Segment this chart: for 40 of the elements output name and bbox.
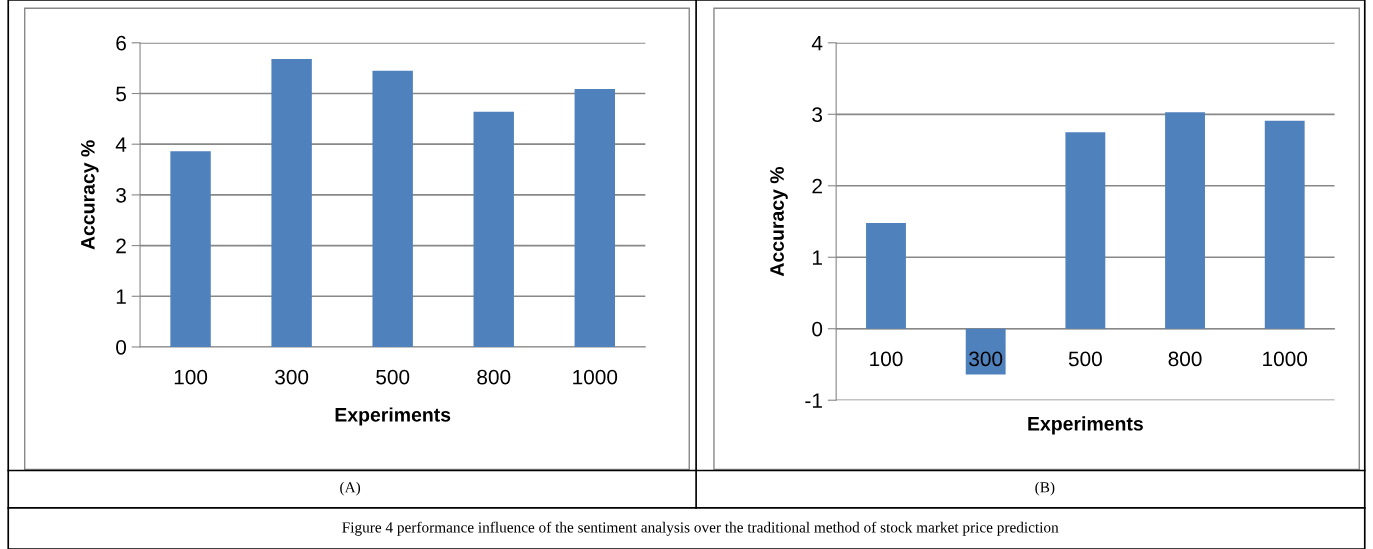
- y-axis-title: Accuracy %: [770, 166, 788, 277]
- caption: Figure 4 performance influence of the sentiment analysis over the traditional method of stock market price prediction: [342, 521, 1059, 536]
- x-tick-label: 300: [969, 351, 1003, 367]
- bar: [170, 151, 211, 347]
- y-tick-label: 3: [116, 187, 126, 203]
- y-tick-label: 4: [811, 36, 823, 51]
- bar: [1165, 112, 1205, 329]
- x-axis-title: Experiments: [335, 407, 451, 426]
- x-tick-label: 300: [275, 369, 309, 385]
- y-tick-label: 0: [812, 321, 823, 337]
- y-tick-label: 3: [812, 107, 823, 123]
- x-tick-label: 100: [870, 351, 903, 367]
- bar: [1065, 132, 1106, 329]
- y-tick-label: 1: [812, 250, 822, 265]
- y-tick-label: -1: [805, 393, 822, 408]
- y-tick-label: 1: [116, 289, 126, 304]
- y-tick-label: 0: [116, 339, 127, 355]
- bar: [473, 111, 514, 347]
- x-tick-label: 800: [477, 369, 511, 385]
- bar: [866, 222, 906, 329]
- y-axis-title: Accuracy %: [81, 140, 99, 250]
- x-tick-label: 100: [174, 369, 208, 385]
- y-tick-label: 6: [116, 35, 126, 51]
- bar: [271, 59, 312, 347]
- text: (B): [1035, 481, 1055, 496]
- x-tick-label: 500: [1068, 351, 1102, 367]
- x-tick-label: 1000: [573, 369, 618, 385]
- y-tick-label: 5: [116, 86, 126, 102]
- bar: [372, 70, 413, 347]
- y-tick-label: 2: [812, 178, 822, 194]
- x-tick-label: 1000: [1263, 351, 1308, 367]
- x-tick-label: 500: [376, 369, 410, 385]
- bar: [1264, 120, 1305, 329]
- y-tick-label: 4: [115, 137, 127, 152]
- bar: [574, 88, 615, 347]
- x-tick-label: 800: [1168, 351, 1202, 367]
- bar: [965, 328, 1006, 375]
- y-tick-label: 2: [116, 238, 126, 254]
- x-axis-title: Experiments: [1028, 416, 1143, 435]
- text: (A): [340, 481, 361, 496]
